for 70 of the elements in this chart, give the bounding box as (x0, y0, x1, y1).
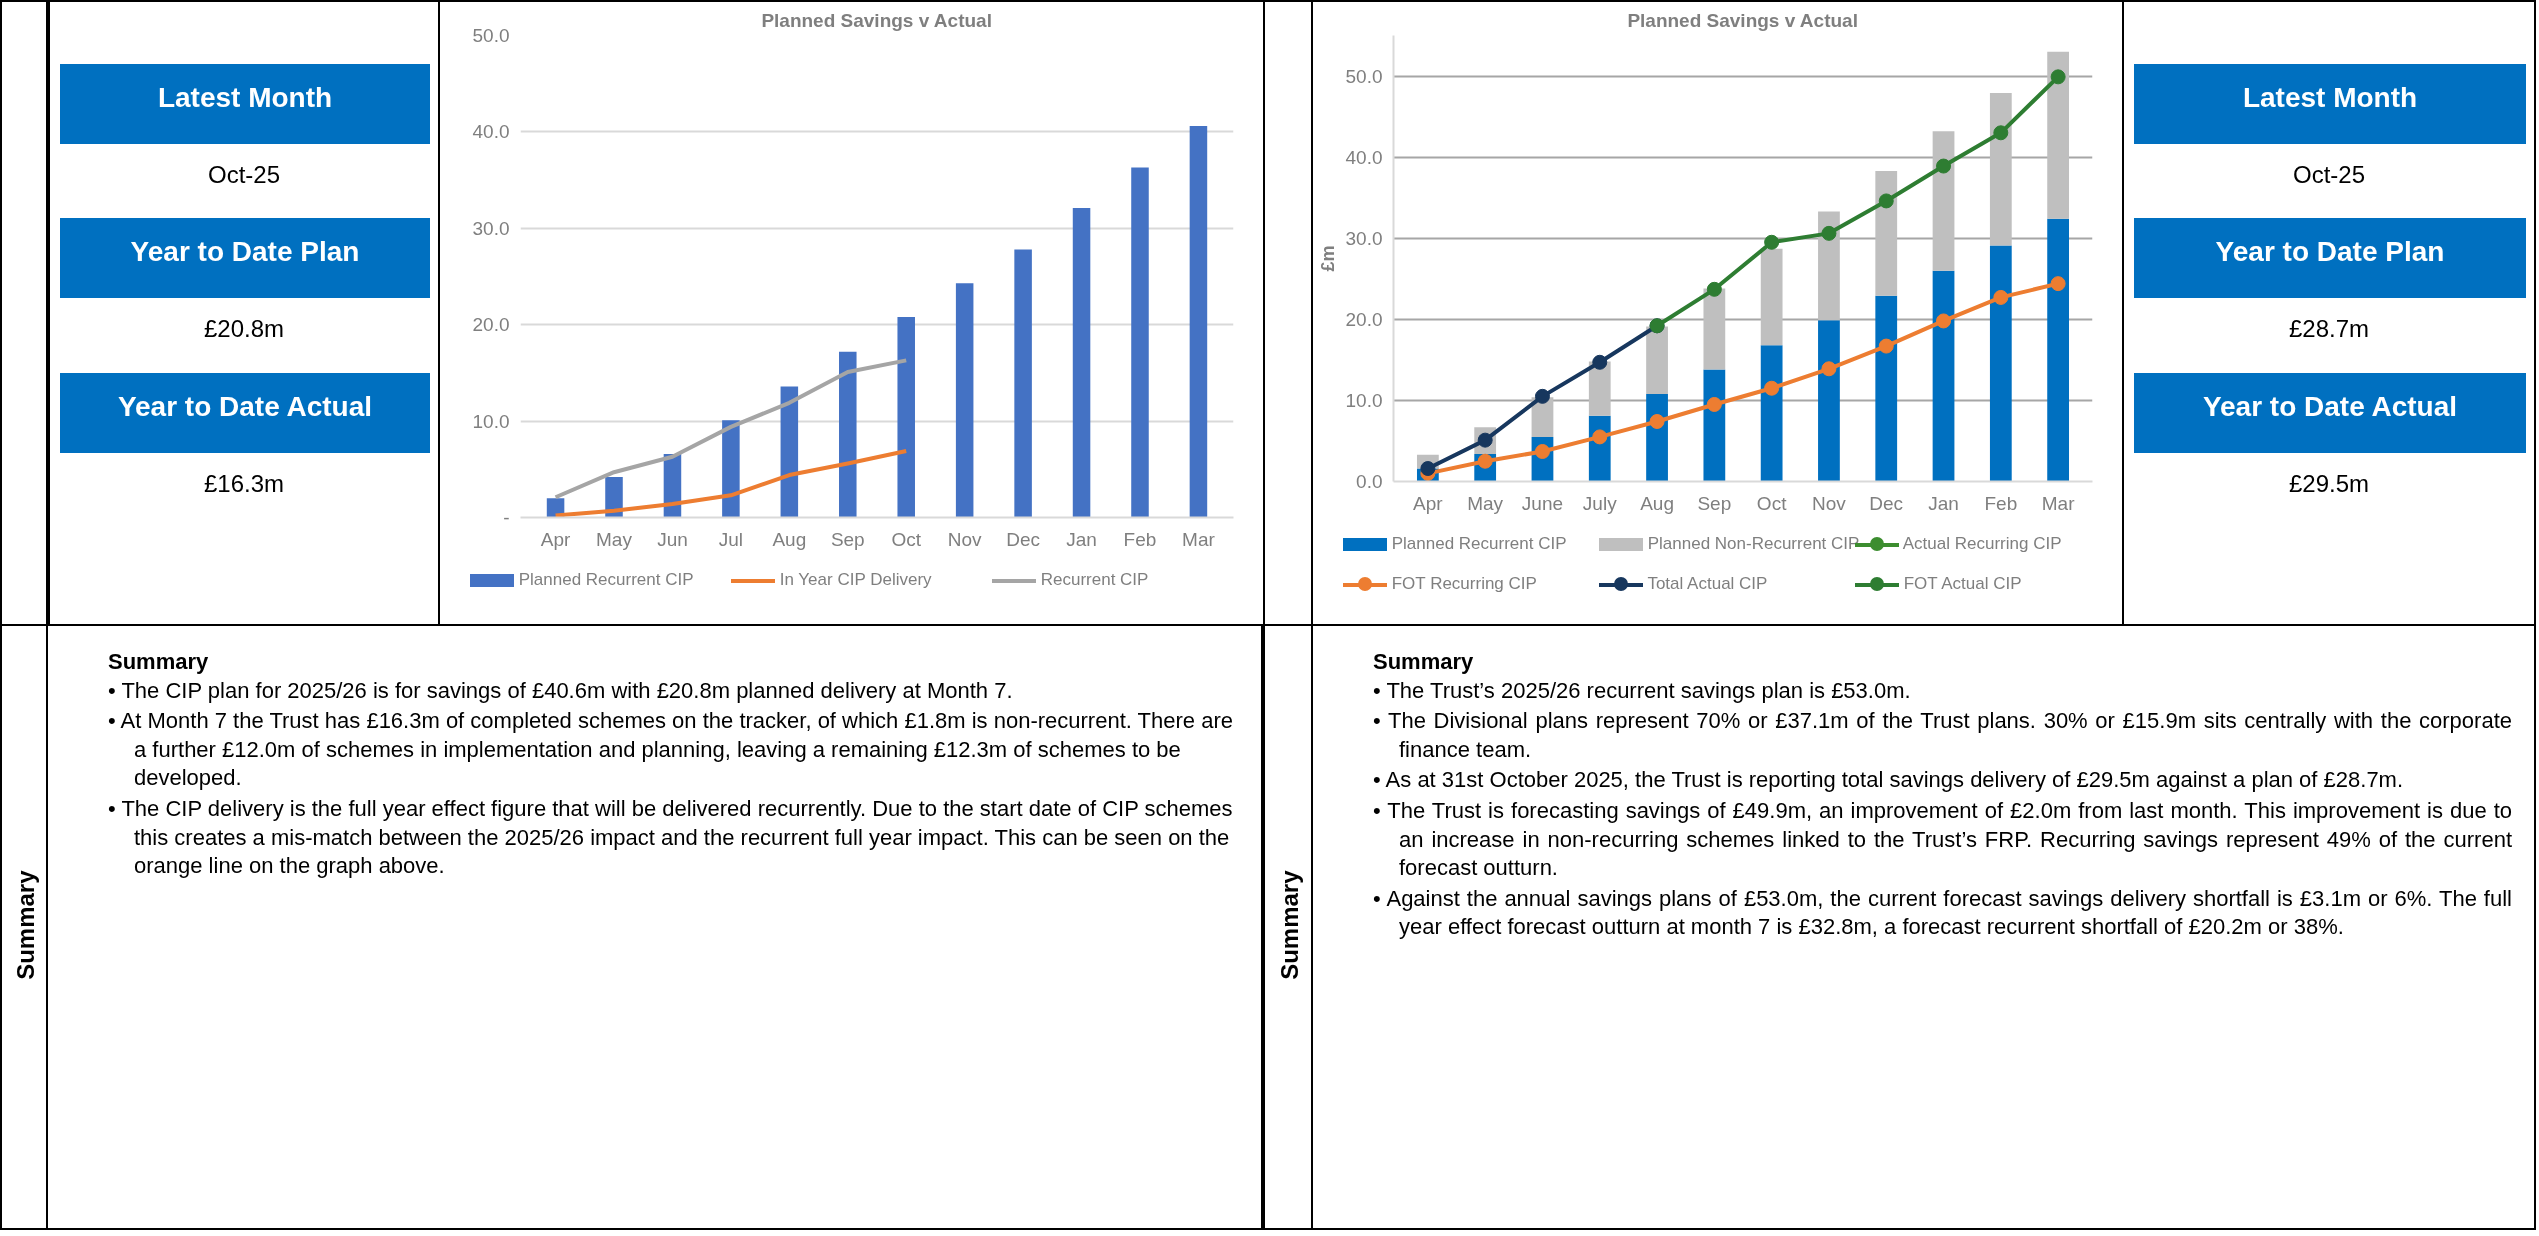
text: • As at 31st October 2025, the Trust is reporting total savings delivery of £29.5m against a plan of £28.7m. (1373, 766, 2405, 795)
legend-entry: Planned Recurrent CIP (470, 568, 731, 593)
text: Summary (108, 648, 210, 676)
text: • At Month 7 the Trust has £16.3m of completed schemes on the tracker, of which £1.8m is non-recurrent. There are a further £12.0m of schemes in implementation and planning, leaving a remaining £12.3m of schemes to be developed. (108, 707, 1234, 793)
x-tick-label: Nov (947, 528, 983, 550)
x-tick-label: Jun (657, 528, 688, 550)
text: Summary (1373, 648, 1475, 676)
legend-entry: Planned Recurrent CIP (1343, 532, 1599, 557)
x-tick-label: May (1467, 492, 1504, 514)
legend-entry: FOT Recurring CIP (1343, 572, 1599, 597)
y-tick-label: 40.0 (472, 121, 510, 143)
x-tick-label: Feb (1123, 528, 1157, 550)
y-tick-label: 10.0 (472, 410, 510, 432)
text: £20.8m (202, 314, 286, 345)
y-tick-label: 20.0 (1345, 308, 1383, 330)
text: Oct-25 (2292, 160, 2366, 190)
x-tick-label: June (1521, 492, 1564, 514)
y-tick-label: 0.0 (1356, 471, 1383, 492)
text: Summary (1274, 869, 1304, 982)
text: • The Divisional plans represent 70% or £37.1m of the Trust plans. 30% or £15.9m sits centrally with the corporate finance team. (1373, 707, 2512, 764)
text: £16.3m (202, 468, 286, 499)
text: • Against the annual savings plans of £53.0m, the current forecast savings delivery shortfall is £3.1m or 6%. The full year effect forecast outturn at month 7 is £32.8m, a forecast recurrent shortfall of £20.2m or 38%. (1373, 884, 2512, 942)
text: Year to Date Actual (2134, 372, 2526, 453)
x-tick-label: Nov (1812, 492, 1847, 514)
x-tick-label: Sep (1697, 492, 1732, 514)
x-tick-label: Apr (540, 528, 572, 550)
legend-entry: Total Actual CIP (1599, 572, 1855, 597)
y-tick-label: 50.0 (1345, 65, 1383, 87)
y-axis-title: £m (1317, 245, 1338, 272)
text: Latest Month (60, 64, 430, 144)
x-tick-label: Oct (891, 528, 922, 550)
y-tick-label: 10.0 (1345, 389, 1383, 411)
x-tick-label: Sep (830, 528, 865, 550)
x-tick-label: Jan (1066, 528, 1097, 550)
text: • The Trust’s 2025/26 recurrent savings plan is £53.0m. (1373, 676, 1912, 705)
y-tick-label: 30.0 (1345, 227, 1383, 249)
legend-entry: FOT Actual CIP (1855, 572, 2111, 597)
text: £28.7m (2287, 314, 2371, 345)
y-tick-label: 30.0 (472, 217, 510, 239)
x-tick-label: Dec (1869, 492, 1904, 514)
text: • The CIP delivery is the full year effect figure that will be delivered recurrently. Due to the start date of CIP schemes this creates a mis-match between the 2025/26 impact and the recurrent full year impact. This can be seen on the orange line on the graph above. (108, 794, 1234, 881)
x-tick-label: Feb (1984, 492, 2018, 514)
y-tick-label: - (503, 507, 510, 528)
text: • The Trust is forecasting savings of £49.9m, an improvement of £2.0m from last month. This improvement is due to an increase in non-recurring schemes linked to the Trust’s FRP. Recurring savings represent 49% of the current forecast outturn. (1373, 796, 2512, 883)
x-tick-label: July (1582, 492, 1618, 514)
x-tick-label: Aug (772, 528, 807, 550)
text: Oct-25 (207, 160, 281, 190)
x-tick-label: Dec (1006, 528, 1041, 550)
text: Latest Month (2134, 64, 2526, 144)
legend-entry: Recurrent CIP (992, 568, 1253, 593)
text: Year to Date Plan (60, 218, 430, 299)
y-tick-label: 50.0 (472, 25, 510, 46)
x-tick-label: Aug (1640, 492, 1674, 514)
y-tick-label: 40.0 (1345, 146, 1383, 168)
text: • The CIP plan for 2025/26 is for savings of £40.6m with £20.8m planned delivery at Month 7. (108, 676, 1014, 705)
x-tick-label: Mar (2041, 492, 2076, 514)
legend-entry: In Year CIP Delivery (731, 568, 992, 593)
x-tick-label: Jan (1928, 492, 1959, 514)
x-tick-label: Apr (1413, 492, 1444, 514)
x-tick-label: Jul (718, 528, 744, 550)
x-tick-label: May (596, 528, 633, 550)
text: £29.5m (2287, 468, 2371, 499)
text: Summary (10, 869, 40, 982)
text: Year to Date Actual (60, 372, 430, 453)
chart-title: Planned Savings v Actual (1627, 9, 1858, 31)
chart-title: Planned Savings v Actual (761, 9, 992, 31)
y-tick-label: 20.0 (472, 314, 510, 336)
x-tick-label: Oct (1756, 492, 1788, 514)
text: Year to Date Plan (2134, 218, 2526, 299)
x-tick-label: Mar (1182, 528, 1216, 550)
